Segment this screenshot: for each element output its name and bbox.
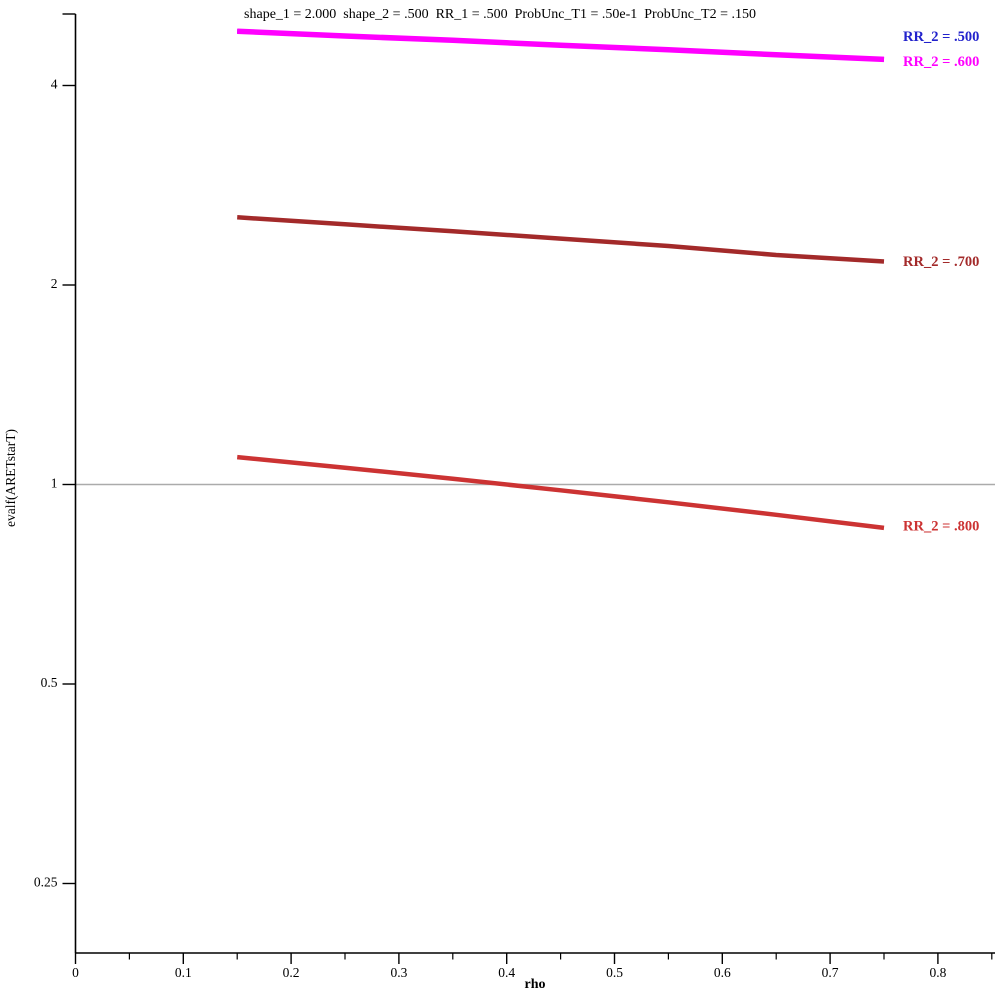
y-tick-label: 1 [51,476,58,491]
series-label-rr-2-.500: RR_2 = .500 [903,29,979,45]
x-tick-label: 0.6 [714,965,731,980]
y-tick-label: 4 [51,77,58,92]
plot-title: shape_1 = 2.000 shape_2 = .500 RR_1 = .5… [244,7,756,22]
x-tick-label: 0.3 [390,965,407,980]
y-tick-label: 0.5 [41,675,58,690]
series-label-rr-2-.700: RR_2 = .700 [903,254,979,270]
x-tick-label: 0.1 [175,965,192,980]
x-tick-label: 0.7 [822,965,839,980]
series-line-rr-2-.600 [237,28,885,63]
y-tick-label: 2 [51,276,58,291]
y-tick-label: 0.25 [34,875,58,890]
x-axis-label: rho [524,977,546,992]
x-tick-label: 0.5 [606,965,623,980]
series-label-rr-2-.600: RR_2 = .600 [903,54,979,70]
series-line-rr-2-.700 [237,215,885,264]
x-tick-label: 0 [72,965,79,980]
series-label-rr-2-.800: RR_2 = .800 [903,519,979,535]
x-tick-label: 0.4 [498,965,515,980]
x-tick-label: 0.8 [929,965,946,980]
x-tick-label: 0.2 [283,965,300,980]
series-line-rr-2-.800 [236,454,885,531]
